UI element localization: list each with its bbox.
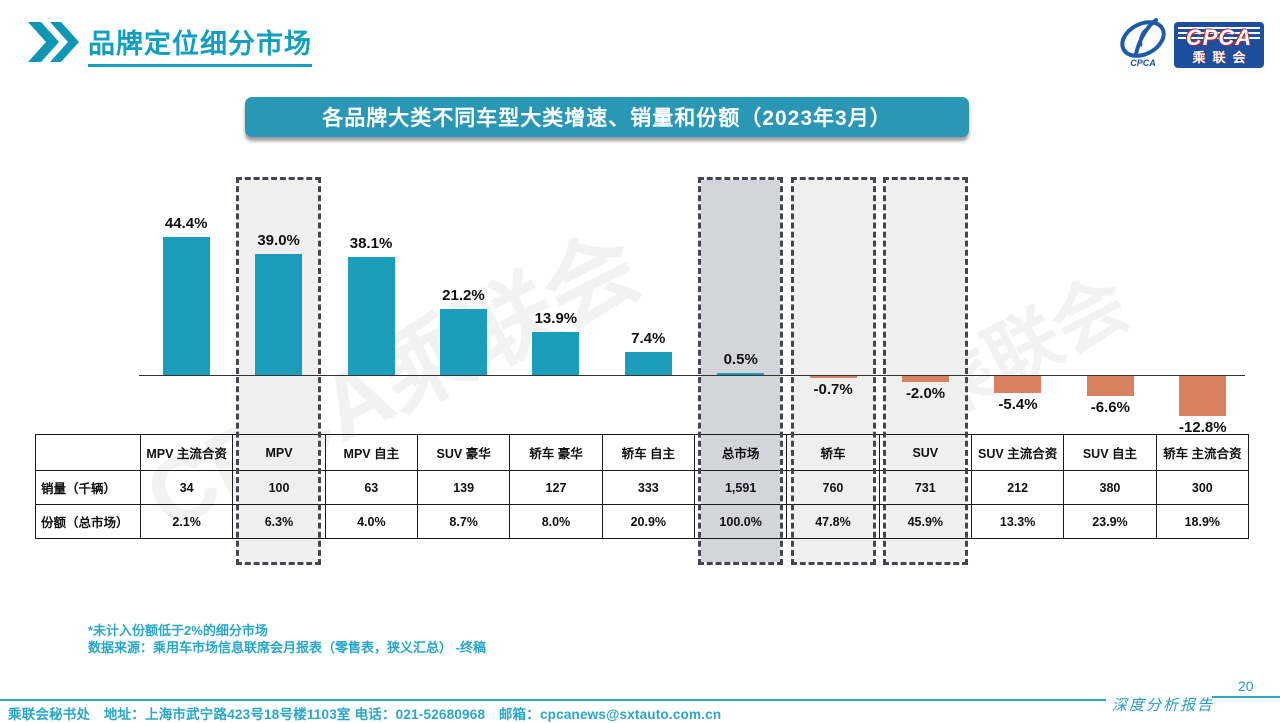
highlight-box-border <box>790 177 876 565</box>
bar-value-label: 44.4% <box>164 215 208 232</box>
logo-stripes <box>1178 27 1260 42</box>
bar <box>717 373 765 375</box>
bar <box>624 352 672 375</box>
bar-value-label: -0.7% <box>813 381 853 398</box>
bar <box>902 376 950 382</box>
bar <box>1179 376 1227 416</box>
bar <box>347 257 395 375</box>
bar-value-label: -6.6% <box>1090 399 1130 416</box>
table-cell: 100.0% <box>693 504 788 539</box>
report-type-label: 深度分析报告 <box>1112 696 1215 714</box>
bar-value-label: 0.5% <box>723 351 758 368</box>
table-row: 销量（千辆） 34 100 63 139 127 333 1,591 760 731 212 380 3… <box>35 470 1250 505</box>
table-cell: 300 <box>1155 470 1250 505</box>
highlight-box-border <box>236 177 322 565</box>
bar-value-label: 38.1% <box>349 235 393 252</box>
bar <box>809 376 857 378</box>
bar <box>162 237 210 375</box>
table-cell: 34 <box>139 470 234 505</box>
footer-contact: 乘联会秘书处 地址：上海市武宁路423号18号楼1103室 电话：021-526… <box>8 707 722 722</box>
bar-value-label: 13.9% <box>534 310 578 327</box>
column-header: SUV 主流合资 <box>970 434 1065 471</box>
table-cell: 20.9% <box>601 504 695 539</box>
data-table: MPV 主流合资 MPV MPV 自主 SUV 豪华 轿车 豪华 轿车 自主 总市场 轿车 SU… <box>35 434 1250 539</box>
chart-title-banner: 各品牌大类不同车型大类增速、销量和份额（2023年3月） <box>245 97 969 137</box>
table-corner-cell <box>35 434 141 471</box>
table-cell: 380 <box>1063 470 1157 505</box>
table-row: 份额（总市场） 2.1% 6.3% 4.0% 8.7% 8.0% 20.9% 100.0% 47… <box>35 504 1250 539</box>
bar <box>532 332 580 375</box>
table-cell: 731 <box>878 470 972 505</box>
cpca-logo-box: CPCA 乘联会 <box>1174 22 1264 68</box>
x-axis-line <box>139 375 1245 376</box>
column-header: 轿车 豪华 <box>509 434 603 471</box>
logo-cn-text: 乘联会 <box>1192 50 1253 65</box>
bar-value-label: -12.8% <box>1179 419 1227 436</box>
footer-divider-line-right <box>1212 696 1280 698</box>
bar-value-label: 7.4% <box>631 330 666 347</box>
table-cell: 18.9% <box>1155 504 1250 539</box>
table-cell: 47.8% <box>786 504 880 539</box>
bar-value-label: 21.2% <box>442 287 485 304</box>
cpca-logo: CPCA CPCA 乘联会 <box>1116 14 1266 74</box>
bar <box>994 376 1042 393</box>
bar-value-label: -2.0% <box>905 385 946 402</box>
page-number: 20 <box>1238 678 1254 694</box>
page-title: 品牌定位细分市场 <box>88 22 312 67</box>
table-cell: 23.9% <box>1063 504 1157 539</box>
row-label: 份额（总市场） <box>35 504 141 539</box>
table-cell: 212 <box>970 470 1065 505</box>
footnote-source: 数据来源：乘用车市场信息联席会月报表（零售表，狭义汇总） -终稿 <box>88 640 486 655</box>
column-header: SUV 自主 <box>1063 434 1157 471</box>
emblem-caption: CPCA <box>1130 58 1156 68</box>
table-cell: 760 <box>786 470 880 505</box>
column-header: MPV <box>232 434 326 471</box>
table-cell: 1,591 <box>693 470 788 505</box>
bar <box>439 309 487 375</box>
table-cell: 13.3% <box>970 504 1065 539</box>
footer-divider-line <box>0 699 1106 701</box>
highlight-box-border <box>883 177 969 565</box>
column-header: 轿车 主流合资 <box>1155 434 1250 471</box>
column-header: MPV 自主 <box>324 434 418 471</box>
table-cell: 8.7% <box>416 504 511 539</box>
column-header: MPV 主流合资 <box>139 434 234 471</box>
table-cell: 4.0% <box>324 504 418 539</box>
table-cell: 333 <box>601 470 695 505</box>
row-label: 销量（千辆） <box>35 470 141 505</box>
table-cell: 8.0% <box>509 504 603 539</box>
bar-value-label: -5.4% <box>998 396 1038 413</box>
double-chevron-icon <box>28 22 79 62</box>
table-cell: 139 <box>416 470 511 505</box>
table-cell: 2.1% <box>139 504 234 539</box>
bar-value-label: 39.0% <box>257 232 300 249</box>
cpca-emblem-icon <box>1120 18 1166 58</box>
highlight-box-border <box>698 177 784 565</box>
table-cell: 127 <box>509 470 603 505</box>
table-cell: 6.3% <box>232 504 326 539</box>
bar <box>255 254 303 375</box>
column-header: 轿车 自主 <box>601 434 695 471</box>
logo-cpca-text: CPCA <box>1185 25 1253 50</box>
bar <box>1086 376 1134 396</box>
column-header: SUV 豪华 <box>416 434 511 471</box>
footnote-exclusion: *未计入份额低于2%的细分市场 <box>88 623 268 638</box>
table-cell: 45.9% <box>878 504 972 539</box>
table-cell: 63 <box>324 470 418 505</box>
